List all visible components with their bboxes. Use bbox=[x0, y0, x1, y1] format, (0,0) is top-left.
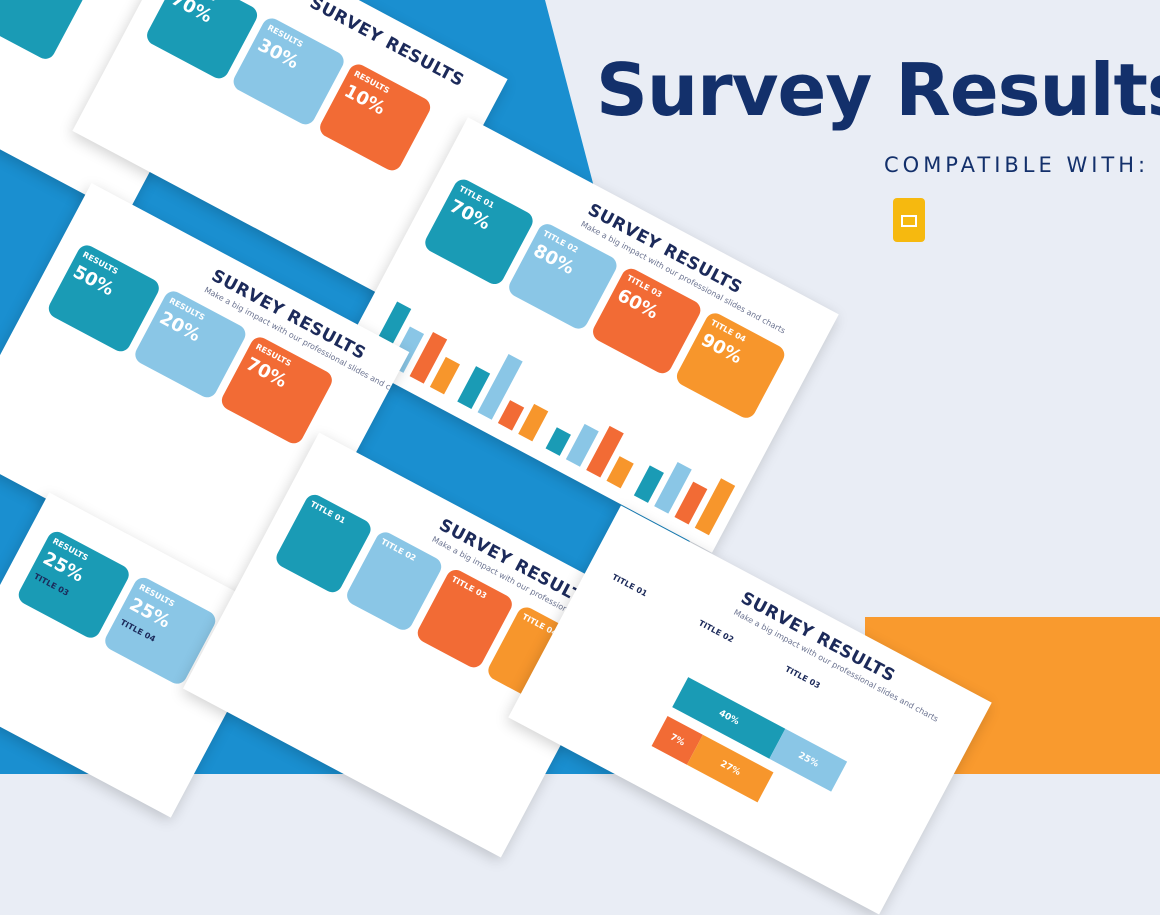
segment: 25% bbox=[769, 728, 848, 792]
card-label: TITLE 01 bbox=[308, 499, 347, 526]
result-card: 50% bbox=[0, 0, 87, 63]
decor-bar bbox=[606, 456, 634, 489]
decor-bar bbox=[545, 427, 571, 456]
card-label: TITLE 01 bbox=[610, 572, 649, 599]
card-value: 50% bbox=[0, 0, 77, 16]
card-label: TITLE 03 bbox=[450, 574, 489, 601]
icon-frame bbox=[901, 215, 917, 227]
result-card: TITLE 03 bbox=[769, 656, 865, 729]
decor-bar bbox=[497, 400, 525, 431]
result-card: TITLE 01 bbox=[596, 564, 692, 637]
compatible-label: COMPATIBLE WITH: bbox=[884, 153, 1150, 177]
result-card: TITLE 02 bbox=[682, 610, 779, 683]
heading: Survey Results bbox=[596, 48, 1160, 132]
card-label: TITLE 02 bbox=[379, 536, 418, 563]
google-slides-icon bbox=[893, 198, 925, 242]
